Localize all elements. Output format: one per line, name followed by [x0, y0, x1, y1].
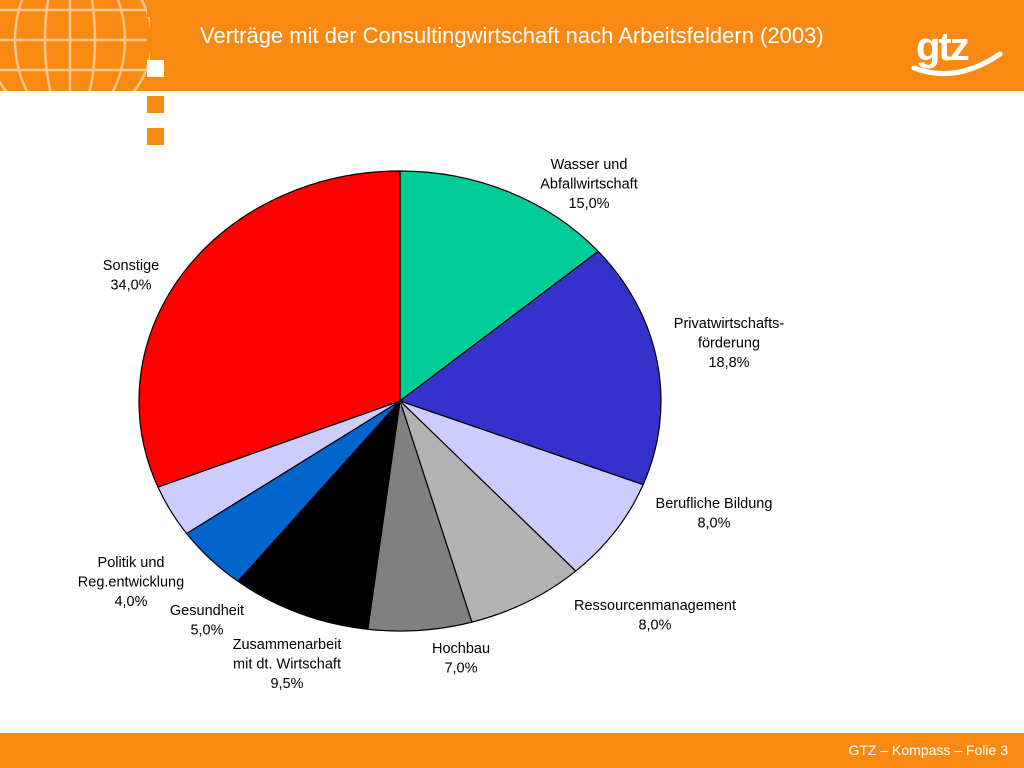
slice-label: Sonstige 34,0% [103, 258, 159, 294]
pie-slice [398, 250, 662, 486]
slice-label: Privatwirtschafts-förderung 18,8% [674, 316, 785, 371]
slice-label: Politik und Reg.entwicklung 4,0% [78, 555, 184, 610]
slide-footer-band: GTZ – Kompass – Folie 3 [0, 733, 1024, 768]
slice-label: Berufliche Bildung 8,0% [656, 496, 773, 532]
pie-slice [399, 170, 600, 403]
decorative-square [147, 128, 164, 145]
decorative-square [147, 96, 164, 113]
globe-icon [0, 0, 150, 91]
footer-text: GTZ – Kompass – Folie 3 [848, 742, 1008, 758]
slice-label: Hochbau 7,0% [432, 641, 490, 677]
decorative-square [147, 30, 164, 47]
gtz-logo: gtz [911, 25, 1003, 76]
pie-slice [399, 400, 577, 623]
slice-label: Gesundheit 5,0% [170, 603, 244, 639]
slide-title: Verträge mit der Consultingwirtschaft na… [200, 23, 824, 48]
decorative-square [147, 60, 164, 77]
logo-text: gtz [916, 25, 969, 69]
pie-slice [399, 400, 644, 572]
slide-header-band [0, 0, 1024, 91]
slice-label: Wasser und Abfallwirtschaft 15,0% [540, 157, 638, 212]
slice-label: Ressourcenmanagement 8,0% [574, 598, 736, 634]
pie-slice [237, 399, 401, 630]
pie-slice [138, 170, 401, 488]
decorative-square [147, 0, 164, 17]
slice-label: Zusammenarbeit mit dt. Wirtschaft 9,5% [233, 637, 342, 692]
